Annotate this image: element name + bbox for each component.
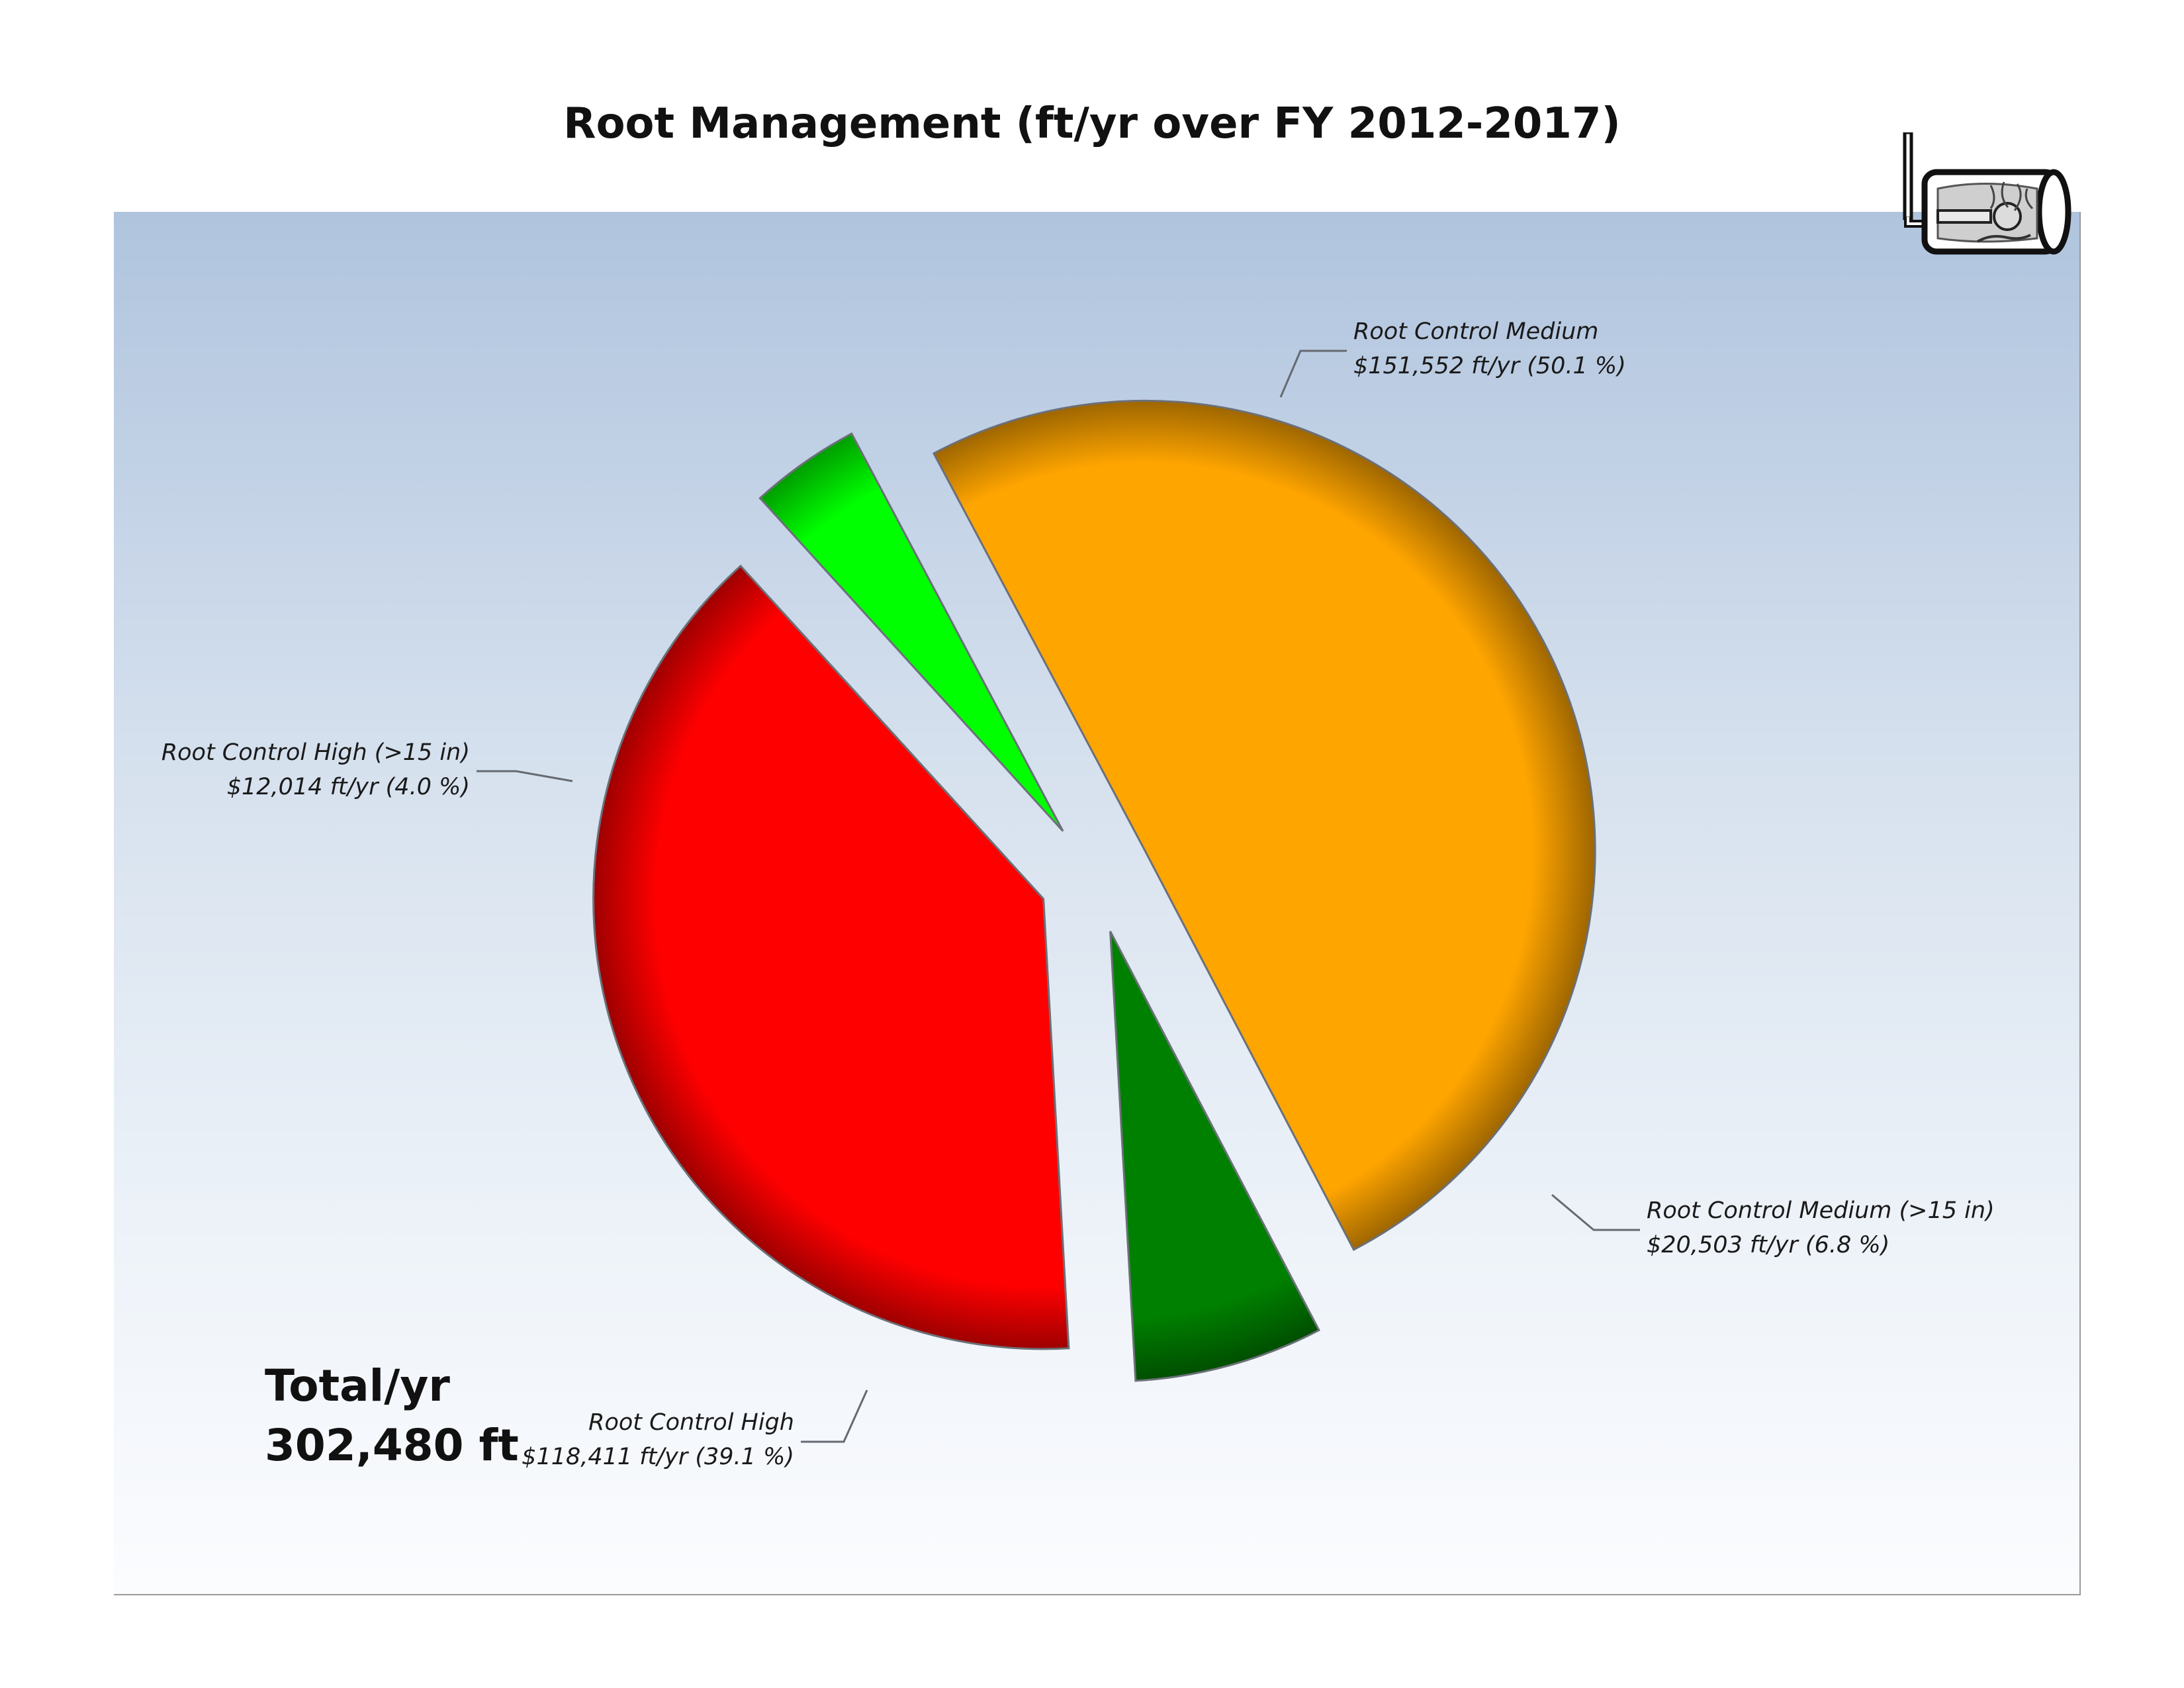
slice-label-value-3: $118,411 ft/yr (39.1 %) [522,1444,794,1470]
slice-label-name-1: Root Control Medium [1353,318,1598,345]
pie-slice-1 [932,399,1596,1251]
pie-slices [592,399,1596,1382]
pie-slice-4 [758,432,1064,832]
slice-leader-line-4 [477,770,573,782]
pie-slice-2 [1109,931,1320,1382]
slice-label-name-2: Root Control Medium (>15 in) [1647,1197,1995,1224]
slice-label-value-4: $12,014 ft/yr (4.0 %) [227,774,470,800]
slice-label-value-2: $20,503 ft/yr (6.8 %) [1647,1232,1889,1258]
slice-leader-line-2 [1551,1194,1640,1231]
slice-label-name-3: Root Control High [588,1409,794,1436]
total-label: Total/yr [265,1360,450,1411]
slice-label-value-1: $151,552 ft/yr (50.1 %) [1353,353,1626,379]
total-value: 302,480 ft [265,1420,519,1471]
sewer-pipe-root-cutter-icon [1903,132,2071,255]
slice-label-name-4: Root Control High (>15 in) [161,739,470,766]
slice-leader-line-3 [801,1389,868,1443]
pie-slice-3 [592,564,1070,1350]
pie-labels: Root Control Medium $151,552 ft/yr (50.1 … [161,318,1995,1470]
slice-leader-line-1 [1279,350,1347,398]
chart-title: Root Management (ft/yr over FY 2012-2017… [563,99,1621,148]
